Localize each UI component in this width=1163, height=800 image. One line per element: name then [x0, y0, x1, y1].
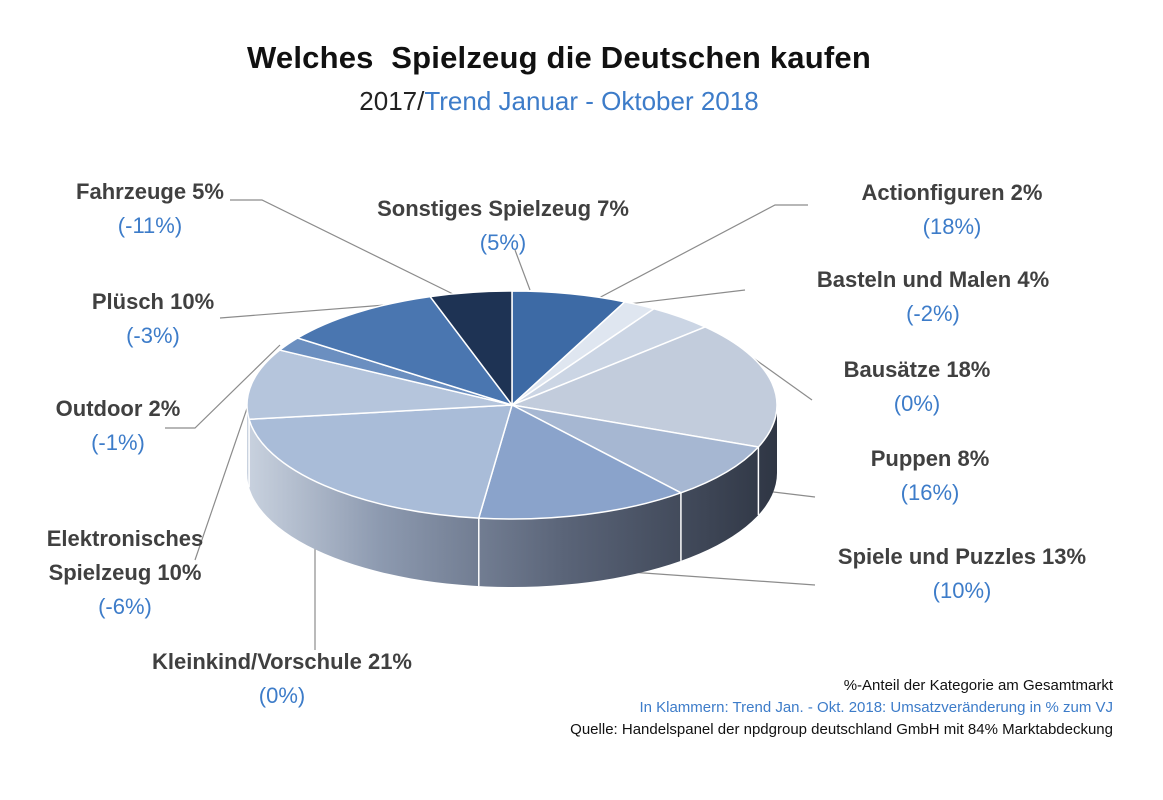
leader-pluesch [219, 304, 386, 319]
footnote-share: %-Anteil der Kategorie am Gesamtmarkt [843, 677, 1113, 694]
label-pluesch-name: Plüsch 10% [91, 289, 215, 314]
pie-side [247, 405, 777, 587]
label-outdoor-name: Outdoor 2% [55, 396, 181, 421]
pie-top [246, 290, 778, 520]
label-kleinkind-name: Kleinkind/Vorschule 21% [151, 649, 413, 674]
label-elektronisches-name-2: Spielzeug 10% [48, 560, 202, 585]
label-pluesch: Plüsch 10% (-3%) [92, 285, 214, 353]
footnote-source: Quelle: Handelspanel der npdgroup deutsc… [570, 721, 1113, 738]
label-sonstiges: Sonstiges Spielzeug 7% (5%) [377, 192, 629, 260]
chart-title: Welches Spielzeug die Deutschen kaufen [247, 40, 871, 75]
label-fahrzeuge-trend: (-11%) [117, 213, 183, 238]
leader-fahrzeuge [230, 199, 456, 296]
footnote-trend: In Klammern: Trend Jan. - Okt. 2018: Ums… [639, 699, 1113, 716]
subtitle-trend: Trend Januar - Oktober 2018 [424, 86, 759, 116]
leader-elektro [194, 384, 256, 561]
label-spiele-trend: (10%) [932, 578, 992, 603]
label-actionfiguren: Actionfiguren 2% (18%) [862, 176, 1043, 244]
label-actionfiguren-name: Actionfiguren 2% [861, 180, 1043, 205]
label-actionfiguren-trend: (18%) [922, 214, 982, 239]
chart-subtitle: 2017/Trend Januar - Oktober 2018 [0, 86, 1118, 117]
pie-side-wall [247, 405, 777, 587]
pie-slice-kleinkind-vorschule [248, 404, 513, 519]
label-basteln: Basteln und Malen 4% (-2%) [817, 263, 1049, 331]
leader-action [594, 204, 808, 301]
pie-slice-puppen [511, 404, 760, 494]
label-spiele-name: Spiele und Puzzles 13% [837, 544, 1087, 569]
label-basteln-trend: (-2%) [906, 301, 960, 326]
leader-spiele [629, 571, 816, 586]
label-basteln-name: Basteln und Malen 4% [816, 267, 1050, 292]
label-fahrzeuge-name: Fahrzeuge 5% [76, 179, 224, 204]
leader-sonstiges [514, 249, 531, 291]
leader-basteln [619, 289, 746, 306]
pie-slice-bausätze [511, 326, 778, 448]
pie-slice-plüsch [296, 295, 513, 406]
subtitle-year: 2017/ [359, 86, 425, 116]
pie-slice-spiele-und-puzzles [478, 404, 682, 520]
label-puppen-trend: (16%) [900, 480, 960, 505]
label-outdoor-trend: (-1%) [91, 430, 145, 455]
leader-lines [165, 199, 816, 650]
label-kleinkind-trend: (0%) [258, 683, 306, 708]
label-sonstiges-trend: (5%) [479, 230, 527, 255]
label-elektronisches: Elektronisches Spielzeug 10% (-6%) [47, 522, 204, 624]
label-outdoor: Outdoor 2% (-1%) [56, 392, 181, 460]
leader-outdoor [165, 344, 281, 429]
label-elektronisches-name-1: Elektronisches [46, 526, 204, 551]
label-elektronisches-trend: (-6%) [98, 594, 152, 619]
label-puppen-name: Puppen 8% [870, 446, 990, 471]
label-kleinkind: Kleinkind/Vorschule 21% (0%) [152, 645, 412, 713]
label-fahrzeuge: Fahrzeuge 5% (-11%) [76, 175, 224, 243]
label-bausaetze-name: Bausätze 18% [843, 357, 991, 382]
label-pluesch-trend: (-3%) [126, 323, 180, 348]
pie-slice-elektronisches-spielzeug [246, 349, 513, 421]
pie-slice-fahrzeuge [429, 290, 513, 406]
label-spiele: Spiele und Puzzles 13% (10%) [838, 540, 1086, 608]
pie-slice-sonstiges-spielzeug [511, 290, 626, 406]
label-bausaetze-trend: (0%) [893, 391, 941, 416]
label-bausaetze: Bausätze 18% (0%) [844, 353, 991, 421]
label-puppen: Puppen 8% (16%) [871, 442, 990, 510]
label-sonstiges-name: Sonstiges Spielzeug 7% [377, 196, 629, 221]
